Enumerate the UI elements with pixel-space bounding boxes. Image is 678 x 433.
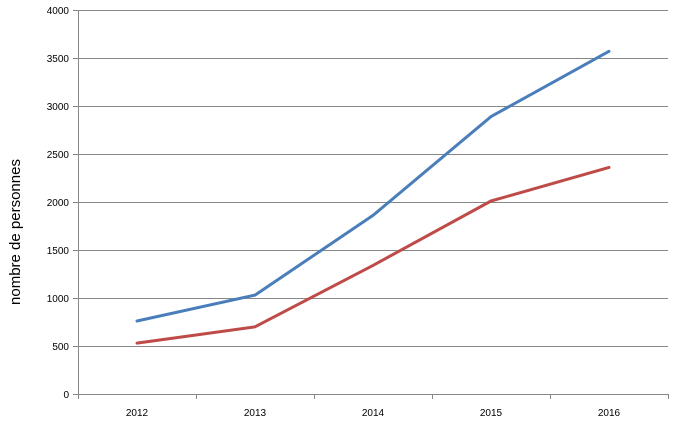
y-tick-label: 4000 <box>47 6 70 17</box>
x-tick-label: 2016 <box>598 408 621 419</box>
series-line-1 <box>135 49 611 323</box>
x-tick-label: 2014 <box>362 408 385 419</box>
series-lines <box>135 49 611 345</box>
y-tick-label: 0 <box>63 390 69 401</box>
y-tick-label: 1500 <box>47 246 70 257</box>
gridlines <box>78 10 668 347</box>
y-tick-label: 2000 <box>47 198 70 209</box>
x-tick-label: 2015 <box>480 408 503 419</box>
y-tick-label: 3500 <box>47 54 70 65</box>
y-tick-label: 500 <box>52 342 69 353</box>
series-line-2 <box>135 165 611 345</box>
x-tick-labels: 2012 2013 2014 2015 2016 <box>126 408 621 419</box>
y-tick-label: 3000 <box>47 102 70 113</box>
x-tick-label: 2013 <box>244 408 267 419</box>
axes <box>73 10 669 399</box>
y-axis-label: nombre de personnes <box>7 159 24 305</box>
x-tick-label: 2012 <box>126 408 149 419</box>
y-tick-label: 2500 <box>47 150 70 161</box>
y-tick-label: 1000 <box>47 294 70 305</box>
y-tick-labels: 0 500 1000 1500 2000 2500 3000 3500 4000 <box>47 6 70 401</box>
